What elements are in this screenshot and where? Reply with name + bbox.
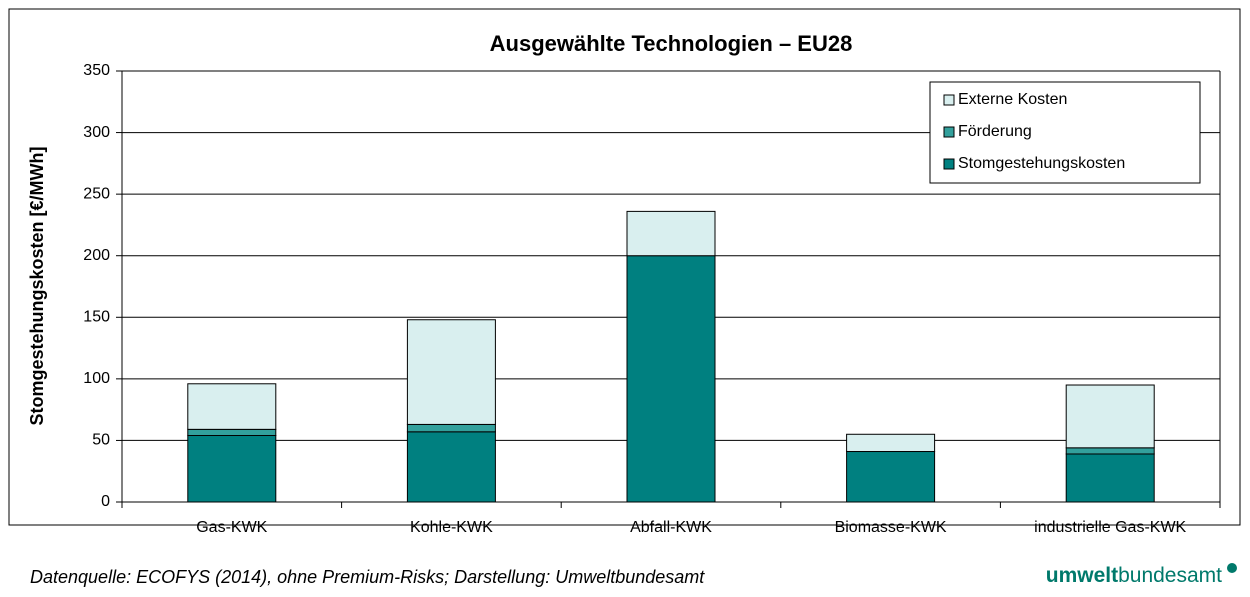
logo-bold: umwelt bbox=[1046, 564, 1118, 587]
legend-swatch bbox=[943, 94, 955, 106]
x-tick-label: Kohle-KWK bbox=[410, 519, 493, 536]
bar-segment bbox=[846, 433, 936, 453]
y-tick-label: 350 bbox=[83, 62, 110, 79]
logo: umweltbundesamt bbox=[1046, 564, 1222, 587]
y-tick-label: 200 bbox=[83, 247, 110, 264]
x-tick-label: Gas-KWK bbox=[196, 519, 267, 536]
bar-segment bbox=[626, 210, 716, 257]
bar-segment bbox=[626, 255, 716, 503]
y-tick-label: 50 bbox=[92, 432, 110, 449]
bar-segment bbox=[187, 428, 277, 437]
bar-segment bbox=[1065, 453, 1155, 503]
bar-segment bbox=[406, 319, 496, 425]
bar-segment bbox=[406, 423, 496, 433]
legend-swatch bbox=[943, 126, 955, 138]
bar-segment bbox=[846, 451, 936, 503]
chart-frame bbox=[8, 8, 1241, 526]
bar-segment bbox=[187, 383, 277, 430]
legend-label: Stomgestehungskosten bbox=[958, 155, 1125, 172]
x-tick-label: industrielle Gas-KWK bbox=[1034, 519, 1186, 536]
legend-box bbox=[929, 81, 1201, 184]
legend-label: Externe Kosten bbox=[958, 91, 1067, 108]
chart-title: Ausgewählte Technologien – EU28 bbox=[490, 31, 853, 56]
y-tick-label: 150 bbox=[83, 309, 110, 326]
bar-segment bbox=[187, 435, 277, 503]
y-tick-label: 100 bbox=[83, 370, 110, 387]
logo-dot bbox=[1227, 563, 1237, 573]
source-note: Datenquelle: ECOFYS (2014), ohne Premium… bbox=[30, 567, 705, 587]
bar-segment bbox=[406, 431, 496, 503]
x-tick-label: Abfall-KWK bbox=[630, 519, 712, 536]
x-tick-label: Biomasse-KWK bbox=[835, 519, 947, 536]
bar-segment bbox=[1065, 384, 1155, 449]
y-tick-label: 250 bbox=[83, 185, 110, 202]
bar-segment bbox=[1065, 447, 1155, 455]
legend-label: Förderung bbox=[958, 123, 1032, 140]
y-tick-label: 300 bbox=[83, 124, 110, 141]
logo-rest: bundesamt bbox=[1118, 564, 1222, 587]
legend-swatch bbox=[943, 158, 955, 170]
y-tick-label: 0 bbox=[101, 493, 110, 510]
y-axis-label: Stomgestehungskosten [€/MWh] bbox=[27, 146, 47, 425]
